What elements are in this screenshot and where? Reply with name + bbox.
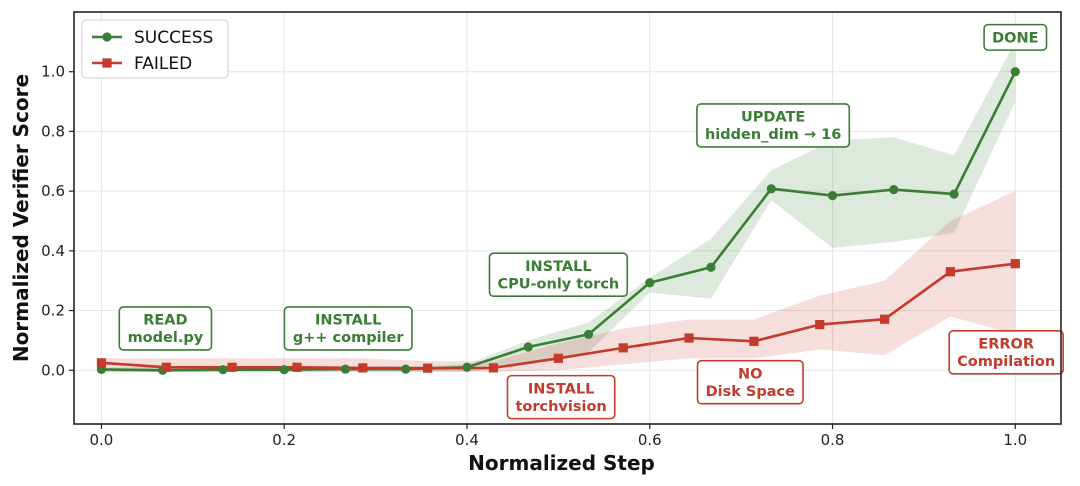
success-point: [218, 365, 228, 375]
legend-marker: [102, 58, 112, 68]
y-tick-label: 0.2: [41, 302, 65, 320]
failed-point: [815, 319, 825, 330]
success-point: [583, 329, 594, 340]
failed-point: [553, 353, 563, 363]
axes: 0.0 0.2 0.4 0.6 0.8 1.0 0.0 0.2 0.4 0.6 0.8 1.0 Norm…: [9, 11, 1062, 475]
failed-point: [227, 362, 237, 372]
annotation-text: UPDATE: [741, 110, 805, 126]
annotation-box: [118, 306, 213, 351]
x-tick-label: 0.6: [638, 431, 662, 449]
success-point: [523, 342, 533, 352]
failed-point: [358, 363, 368, 373]
annotation-text: INSTALL: [315, 313, 381, 329]
annotation-text: hidden_dim → 16: [705, 127, 841, 143]
confidence-bands: [101, 41, 1016, 372]
legend-label: SUCCESS: [134, 28, 213, 48]
series-markers: [96, 67, 1020, 375]
annotation-text: READ: [143, 313, 187, 329]
annotation-text: Disk Space: [706, 384, 796, 400]
success-point: [401, 364, 411, 374]
legend-item-success: SUCCESS: [92, 28, 213, 48]
y-tick-label: 0.4: [41, 242, 65, 260]
failed-point: [618, 343, 628, 353]
success-point: [462, 362, 472, 372]
success-point: [645, 278, 655, 288]
annotation-text: ERROR: [978, 337, 1034, 353]
annotation-text: torchvision: [515, 399, 606, 415]
annotation-text: NO: [738, 366, 762, 382]
annotation-text: g++ compiler: [293, 330, 405, 346]
annotation-text: CPU-only torch: [497, 276, 619, 292]
legend-marker: [102, 32, 112, 42]
failed-point: [488, 363, 499, 373]
success-confidence-band: [101, 41, 1016, 372]
annotation-label: INSTALL torchvision: [506, 374, 616, 420]
annotation-text: Compilation: [957, 354, 1055, 370]
failed-point: [945, 267, 956, 277]
y-tick-label: 0.6: [41, 182, 65, 200]
annotation-box: [983, 23, 1048, 51]
annotation-box: [488, 252, 629, 298]
success-point: [827, 191, 838, 201]
success-series-line: [101, 71, 1017, 372]
failed-point: [1010, 259, 1020, 269]
x-tick-label: 0.8: [821, 431, 845, 449]
annotation-label: NO Disk Space: [696, 359, 804, 405]
failed-point: [423, 363, 433, 373]
annotation-text: model.py: [128, 330, 204, 346]
annotation-text: DONE: [992, 30, 1038, 46]
y-tick-label: 1.0: [41, 63, 65, 81]
x-tick-label: 0.2: [272, 431, 296, 449]
annotation-box: [948, 330, 1064, 375]
failed-point: [161, 362, 171, 372]
success-point: [889, 185, 899, 195]
failed-point: [880, 314, 890, 324]
annotation-box: [696, 103, 851, 148]
annotation-box: [506, 374, 616, 420]
failed-confidence-band: [101, 191, 1016, 372]
annotation-text: INSTALL: [525, 259, 591, 275]
success-point: [706, 262, 716, 272]
y-tick-label: 0.0: [41, 361, 65, 379]
legend-item-failed: FAILED: [92, 54, 192, 74]
annotation-box: [283, 306, 413, 351]
x-tick-label: 0.0: [89, 431, 113, 449]
plot-frame: [73, 11, 1062, 425]
success-point: [279, 365, 289, 375]
y-axis-title: Normalized Verifier Score: [9, 74, 33, 362]
failed-point: [749, 336, 759, 346]
y-tick-label: 0.8: [41, 122, 65, 140]
success-point: [766, 184, 776, 194]
x-axis-title: Normalized Step: [468, 451, 655, 475]
success-point: [1010, 67, 1020, 77]
failed-point: [292, 362, 302, 372]
failed-point: [96, 358, 107, 368]
x-tick-label: 0.4: [455, 431, 479, 449]
annotation-box: [696, 359, 804, 405]
legend: SUCCESS FAILED: [81, 19, 229, 79]
success-point: [949, 189, 959, 199]
annotation-label: DONE: [983, 23, 1048, 51]
legend-label: FAILED: [134, 54, 192, 74]
success-point: [340, 364, 351, 374]
annotation-text: INSTALL: [528, 381, 594, 397]
x-tick-label: 1.0: [1003, 431, 1027, 449]
failed-point: [684, 333, 694, 343]
